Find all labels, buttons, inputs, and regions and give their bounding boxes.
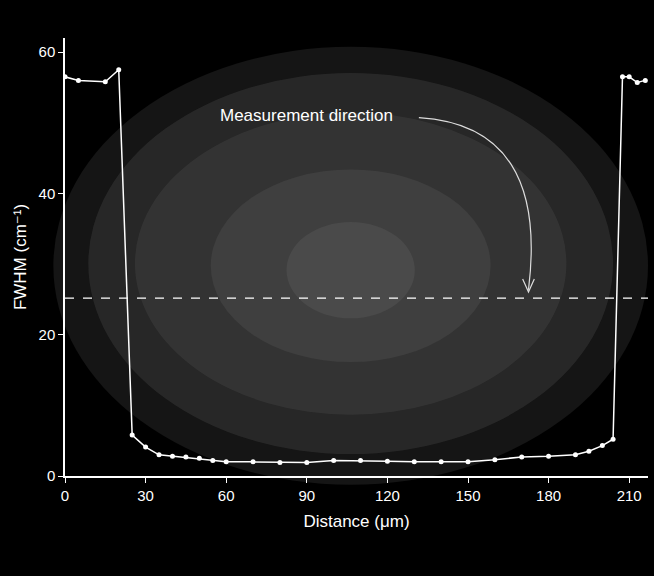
- svg-text:210: 210: [617, 487, 642, 504]
- svg-text:0: 0: [61, 487, 69, 504]
- svg-text:120: 120: [375, 487, 400, 504]
- svg-text:Distance (μm): Distance (μm): [303, 512, 409, 531]
- svg-text:FWHM (cm⁻¹): FWHM (cm⁻¹): [11, 204, 30, 310]
- svg-text:90: 90: [298, 487, 315, 504]
- svg-text:Measurement direction: Measurement direction: [220, 106, 393, 125]
- svg-text:180: 180: [536, 487, 561, 504]
- svg-text:60: 60: [218, 487, 235, 504]
- svg-text:150: 150: [455, 487, 480, 504]
- svg-text:60: 60: [39, 43, 56, 60]
- svg-text:40: 40: [39, 185, 56, 202]
- svg-text:0: 0: [47, 467, 55, 484]
- svg-text:30: 30: [137, 487, 154, 504]
- svg-text:20: 20: [39, 326, 56, 343]
